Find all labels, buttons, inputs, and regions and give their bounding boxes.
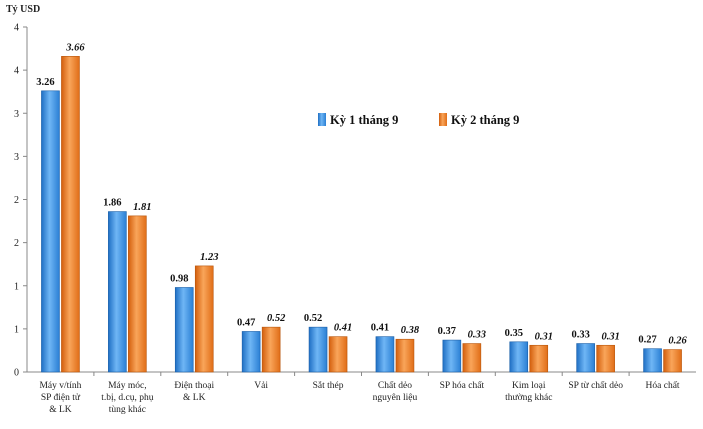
y-tick-label: 3 <box>14 109 19 120</box>
bar-ky1 <box>241 331 261 373</box>
y-axis-unit-label: Tỷ USD <box>6 4 40 15</box>
data-label: 3.66 <box>65 42 85 53</box>
data-label: 1.23 <box>200 252 218 263</box>
bar-ky2 <box>194 265 214 373</box>
y-tick-label: 4 <box>14 23 19 34</box>
data-label: 0.41 <box>371 323 389 334</box>
bar-ky1 <box>643 348 662 373</box>
x-category-label: Hóa chất <box>646 380 680 391</box>
bar-ky2 <box>462 343 482 373</box>
data-label: 0.52 <box>267 313 286 324</box>
x-category-label: SP hóa chất <box>440 380 485 391</box>
bar-ky1 <box>442 339 462 373</box>
y-tick-label: 4 <box>14 66 19 77</box>
x-category-label: SP từ chất dẻo <box>568 380 623 391</box>
bar-ky1 <box>41 90 60 373</box>
x-category-label: tùng khác <box>109 405 146 415</box>
bar-ky2 <box>663 349 682 373</box>
bar-ky1 <box>174 287 194 373</box>
data-label: 0.52 <box>304 313 322 324</box>
data-label: 0.31 <box>601 331 619 342</box>
y-tick-label: 0 <box>14 368 19 379</box>
category-labels: Máy v/tính SP điện tử & LK Máy móc, t.bị, d.… <box>39 380 679 415</box>
data-label: 0.98 <box>170 273 188 284</box>
x-category-label: Điện thoại <box>174 381 214 391</box>
data-label: 0.47 <box>237 317 255 328</box>
data-label: 0.26 <box>668 336 687 347</box>
x-category-label: nguyên liệu <box>373 393 418 403</box>
x-category-label: t.bị, d.cụ, phụ <box>101 393 153 403</box>
bar-ky2 <box>261 326 281 373</box>
x-category-label: & LK <box>49 405 72 415</box>
legend-swatch <box>439 113 447 126</box>
data-label: 3.26 <box>36 77 54 88</box>
data-labels: 3.26 3.66 1.86 1.81 0.98 1.23 0.47 0.52 0.52 0.41… <box>36 42 687 346</box>
bar-ky2 <box>529 344 549 373</box>
legend: Kỳ 1 tháng 9 Kỳ 2 tháng 9 <box>318 113 519 127</box>
bar-ky2 <box>328 336 348 373</box>
data-label: 0.31 <box>535 331 553 342</box>
x-category-label: Chất dẻo <box>378 380 412 391</box>
bar-ky1 <box>308 326 328 373</box>
legend-swatch <box>318 113 326 126</box>
bars <box>41 56 682 373</box>
data-label: 0.27 <box>638 335 656 346</box>
data-label: 1.86 <box>103 198 121 209</box>
y-tick-label: 1 <box>14 324 19 335</box>
y-tick-label: 2 <box>14 195 19 206</box>
x-category-label: Kim loại <box>512 381 546 391</box>
x-category-label: & LK <box>183 393 206 403</box>
bar-ky2 <box>128 215 147 373</box>
bar-ky1 <box>509 341 529 373</box>
x-category-label: Vải <box>254 381 268 391</box>
x-category-label: thường khác <box>505 393 552 403</box>
x-category-label: Sắt thép <box>313 380 344 391</box>
data-label: 0.37 <box>438 326 456 337</box>
bar-ky1 <box>375 336 395 373</box>
legend-entry: Kỳ 1 tháng 9 <box>330 113 398 127</box>
data-label: 0.35 <box>505 328 523 339</box>
data-label: 0.41 <box>334 323 352 334</box>
bar-ky1 <box>576 343 595 373</box>
bar-ky2 <box>395 338 415 373</box>
bar-ky2 <box>596 344 615 373</box>
x-category-label: SP điện tử <box>41 393 81 403</box>
x-category-label: Máy móc, <box>108 381 147 391</box>
x-category-label: Máy v/tính <box>39 381 81 391</box>
data-label: 1.81 <box>133 202 151 213</box>
y-tick-label: 3 <box>14 152 19 163</box>
bar-ky1 <box>108 211 127 373</box>
data-label: 0.33 <box>571 330 589 341</box>
legend-entry: Kỳ 2 tháng 9 <box>451 113 519 127</box>
y-tick-label: 1 <box>14 281 19 292</box>
bar-ky2 <box>61 56 80 373</box>
data-label: 0.38 <box>401 325 420 336</box>
data-label: 0.33 <box>468 330 486 341</box>
y-tick-label: 2 <box>14 238 19 249</box>
